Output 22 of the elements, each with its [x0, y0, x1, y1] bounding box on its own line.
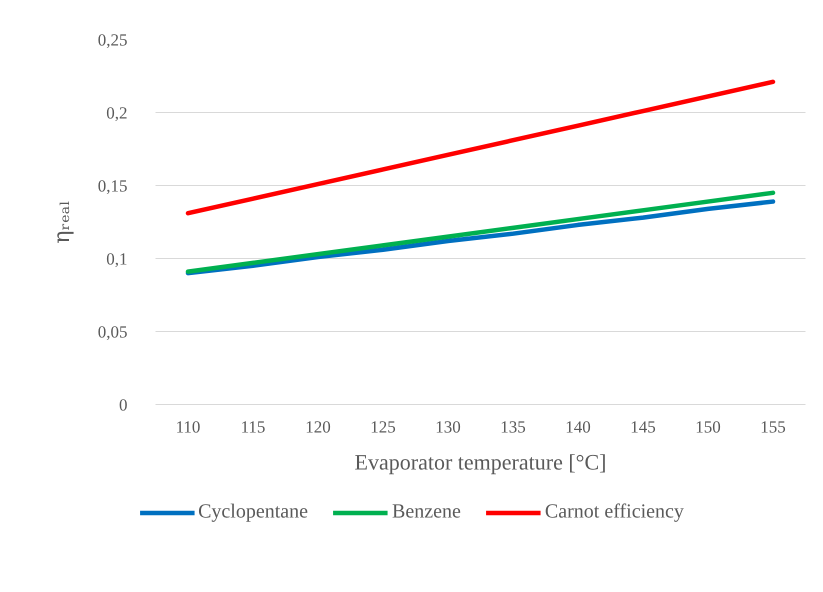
legend-label: Carnot efficiency: [544, 500, 684, 524]
x-tick-label: 110: [176, 418, 200, 436]
y-tick-label: 0,15: [98, 176, 128, 196]
legend-label: Benzene: [392, 500, 461, 524]
y-tick-label: 0,1: [106, 250, 128, 268]
x-tick-label: 130: [435, 418, 461, 436]
y-tick-label: 0: [119, 396, 128, 414]
y-tick-label: 0,2: [106, 104, 128, 122]
y-tick-label: 0,25: [98, 30, 128, 50]
line-series: [186, 80, 776, 216]
x-tick-label: 120: [305, 418, 331, 436]
x-tick-label: 150: [695, 418, 721, 436]
legend-label: Cyclopentane: [198, 500, 308, 524]
x-axis-title: Evaporator temperature [°C]: [354, 450, 606, 474]
x-tick-label: 125: [370, 418, 396, 436]
x-tick-label: 135: [500, 418, 526, 436]
y-axis-title: ηᵣₑₐₗ: [50, 200, 75, 244]
x-tick-label: 155: [760, 418, 786, 436]
x-tick-label: 140: [565, 418, 591, 436]
x-tick-label: 145: [630, 418, 656, 436]
y-tick-label: 0,05: [98, 322, 128, 342]
x-tick-label: 115: [240, 418, 266, 436]
